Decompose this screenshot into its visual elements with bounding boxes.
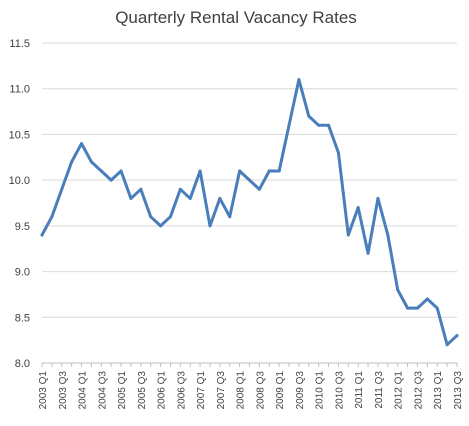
x-tick-label: 2010 Q1 xyxy=(315,371,326,410)
data-point xyxy=(376,196,380,200)
gridlines xyxy=(42,42,457,364)
data-point xyxy=(139,187,143,191)
data-point xyxy=(307,114,311,118)
data-point xyxy=(149,215,153,219)
data-point xyxy=(99,169,103,173)
data-point xyxy=(366,251,370,255)
data-point xyxy=(80,142,84,146)
data-point xyxy=(327,123,331,127)
y-tick-label: 9.0 xyxy=(15,267,30,279)
x-tick-label: 2009 Q1 xyxy=(275,371,286,410)
data-point xyxy=(129,196,133,200)
x-tick-label: 2004 Q3 xyxy=(97,371,108,410)
y-tick-label: 11.5 xyxy=(9,38,30,50)
data-point xyxy=(89,160,93,164)
x-tick-label: 2003 Q1 xyxy=(38,371,49,410)
x-tick-label: 2012 Q3 xyxy=(413,371,424,410)
y-tick-label: 9.5 xyxy=(15,221,30,233)
x-axis-ticks: 2003 Q1 2003 Q3 2004 Q1 2004 Q3 2005 Q1 2005 … xyxy=(38,363,464,409)
x-tick-label: 2010 Q3 xyxy=(334,371,345,410)
series-line xyxy=(40,78,459,347)
data-point xyxy=(50,215,54,219)
x-tick-label: 2009 Q3 xyxy=(295,371,306,410)
data-point xyxy=(277,169,281,173)
x-tick-label: 2011 Q1 xyxy=(354,371,365,409)
x-tick-label: 2004 Q1 xyxy=(78,371,89,410)
x-tick-label: 2012 Q1 xyxy=(394,371,405,410)
data-point xyxy=(406,306,410,310)
data-point xyxy=(168,215,172,219)
data-point xyxy=(346,233,350,237)
data-point xyxy=(188,196,192,200)
data-point xyxy=(119,169,123,173)
data-point xyxy=(435,306,439,310)
data-point xyxy=(178,187,182,191)
data-point xyxy=(396,288,400,292)
y-tick-label: 8.5 xyxy=(15,312,30,324)
data-point xyxy=(109,178,113,182)
x-tick-label: 2006 Q1 xyxy=(157,371,168,410)
y-tick-label: 10.5 xyxy=(9,129,30,141)
y-tick-label: 8.0 xyxy=(15,358,30,370)
data-point xyxy=(267,169,271,173)
data-point xyxy=(287,123,291,127)
data-point xyxy=(228,215,232,219)
x-tick-label: 2013 Q1 xyxy=(433,371,444,410)
data-point xyxy=(208,224,212,228)
data-point xyxy=(238,169,242,173)
x-tick-label: 2006 Q3 xyxy=(176,371,187,410)
data-point xyxy=(248,178,251,182)
x-tick-label: 2005 Q3 xyxy=(137,371,148,410)
x-tick-label: 2007 Q1 xyxy=(196,371,207,410)
series-layer xyxy=(40,78,459,347)
y-axis-ticks: 8.0 8.5 9.0 9.5 10.0 10.5 11.0 11.5 xyxy=(9,38,30,370)
data-point xyxy=(60,187,64,191)
data-point xyxy=(415,306,419,310)
y-tick-label: 10.0 xyxy=(9,175,30,187)
x-tick-label: 2008 Q1 xyxy=(236,371,247,410)
data-point xyxy=(425,297,429,301)
x-tick-label: 2005 Q1 xyxy=(117,371,128,410)
chart-title: Quarterly Rental Vacancy Rates xyxy=(115,8,357,27)
x-tick-label: 2013 Q3 xyxy=(453,371,464,410)
data-point xyxy=(159,224,163,228)
data-point xyxy=(336,151,340,155)
data-point xyxy=(445,343,449,347)
data-point xyxy=(257,187,261,191)
data-point xyxy=(70,160,74,164)
x-tick-label: 2007 Q3 xyxy=(216,371,227,410)
data-point xyxy=(317,123,321,127)
data-point xyxy=(455,334,459,338)
data-point xyxy=(356,206,360,210)
data-point xyxy=(386,233,390,237)
data-point xyxy=(297,78,301,82)
data-point xyxy=(198,169,202,173)
y-tick-label: 11.0 xyxy=(9,84,30,96)
data-point xyxy=(218,196,222,200)
x-tick-label: 2011 Q3 xyxy=(374,371,385,409)
data-point xyxy=(40,233,44,237)
x-tick-label: 2008 Q3 xyxy=(255,371,266,410)
x-tick-label: 2003 Q3 xyxy=(58,371,69,410)
